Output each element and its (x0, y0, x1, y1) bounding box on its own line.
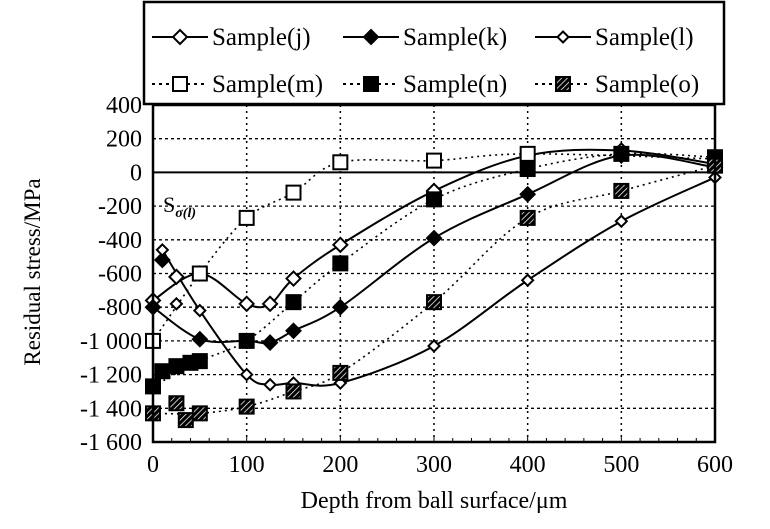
open-square-marker (172, 76, 188, 92)
legend-label: Sample(l) (595, 24, 694, 51)
series-line-samplem (152, 153, 716, 342)
y-tick-label: 400 (106, 93, 142, 119)
series-markers (144, 142, 724, 429)
y-tick-label: -1 400 (80, 396, 142, 422)
filled-diamond-marker (425, 229, 443, 247)
hatched-square-marker (332, 364, 349, 381)
hatched-square-marker (168, 395, 185, 412)
filled-diamond-marker (519, 185, 537, 203)
series-line-samplel (161, 176, 716, 387)
x-axis-label: Depth from ball surface/μm (301, 488, 568, 514)
small-diamond-marker (263, 377, 277, 392)
open-square-marker (426, 152, 442, 169)
filled-diamond-marker (362, 28, 380, 46)
filled-diamond-marker (191, 330, 209, 348)
x-tick-label: 400 (510, 452, 546, 478)
series-line-samplen (152, 152, 716, 388)
small-diamond-marker (192, 303, 207, 318)
filled-square-marker (191, 353, 208, 370)
filled-diamond-marker (331, 298, 349, 316)
filled-square-marker (154, 363, 171, 380)
annotation: Sσ(l) (163, 192, 196, 221)
y-tick-label: -200 (98, 194, 142, 220)
filled-square-marker (168, 358, 185, 375)
open-square-marker (191, 265, 208, 282)
y-tick-label: -800 (98, 295, 142, 321)
x-tick-label: 300 (416, 452, 452, 478)
legend-label: Sample(o) (595, 71, 699, 98)
open-diamond-marker (168, 268, 185, 286)
legend-label: Sample(n) (403, 71, 507, 98)
filled-square-marker (613, 145, 630, 162)
open-square-marker (519, 145, 536, 162)
y-tick-label: -1 000 (80, 329, 142, 355)
hatched-square-marker (519, 209, 536, 226)
filled-square-marker (332, 255, 349, 272)
legend-label: Sample(j) (212, 24, 311, 51)
axis-ticks: 0 100 200 300 400 500 600 400 200 0 -200 -400 -600 -8… (80, 93, 733, 478)
filled-square-marker (238, 332, 255, 349)
open-diamond-marker (171, 28, 189, 46)
small-diamond-marker (155, 242, 170, 257)
small-diamond-marker (169, 296, 184, 311)
small-diamond-marker (556, 30, 570, 44)
filled-square-marker (519, 161, 536, 178)
y-tick-label: 0 (130, 160, 142, 186)
x-tick-label: 200 (322, 452, 358, 478)
open-square-marker (238, 209, 255, 226)
small-diamond-marker (614, 214, 629, 229)
x-tick-label: 500 (603, 452, 639, 478)
y-tick-label: -600 (98, 262, 142, 288)
legend: Sample(j) Sample(k) Sample(l) Sample(m) Samp… (152, 24, 699, 98)
open-diamond-marker (285, 270, 302, 287)
y-tick-label: 200 (106, 127, 142, 153)
open-diamond-marker (331, 236, 349, 254)
filled-diamond-marker (153, 251, 171, 269)
small-diamond-marker (239, 367, 254, 382)
filled-square-marker (285, 294, 302, 311)
legend-label: Sample(k) (403, 24, 507, 51)
hatched-square-marker (426, 294, 442, 311)
x-tick-label: 100 (229, 452, 265, 478)
filled-square-marker (363, 76, 379, 92)
small-diamond-marker (520, 273, 535, 288)
hatched-square-marker (238, 398, 255, 415)
hatched-square-marker (191, 405, 208, 422)
y-tick-label: -400 (98, 228, 142, 254)
legend-box (142, 0, 726, 106)
hatched-square-marker (555, 76, 571, 92)
hatched-square-marker (613, 182, 630, 199)
x-tick-label: 600 (697, 452, 733, 478)
filled-diamond-marker (285, 322, 302, 340)
y-axis-label: Residual stress/MPa (20, 178, 45, 365)
open-square-marker (285, 184, 302, 201)
hatched-square-marker (177, 412, 194, 429)
legend-label: Sample(m) (212, 71, 323, 98)
open-square-marker (332, 154, 349, 171)
filled-diamond-marker (261, 334, 279, 351)
small-diamond-marker (427, 339, 441, 353)
hatched-square-marker (285, 383, 302, 400)
filled-square-marker (426, 191, 442, 208)
y-tick-label: -1 200 (80, 363, 142, 389)
y-tick-label: -1 600 (80, 430, 142, 456)
open-diamond-marker (238, 295, 256, 313)
open-diamond-marker (261, 295, 279, 313)
x-tick-label: 0 (147, 452, 159, 478)
